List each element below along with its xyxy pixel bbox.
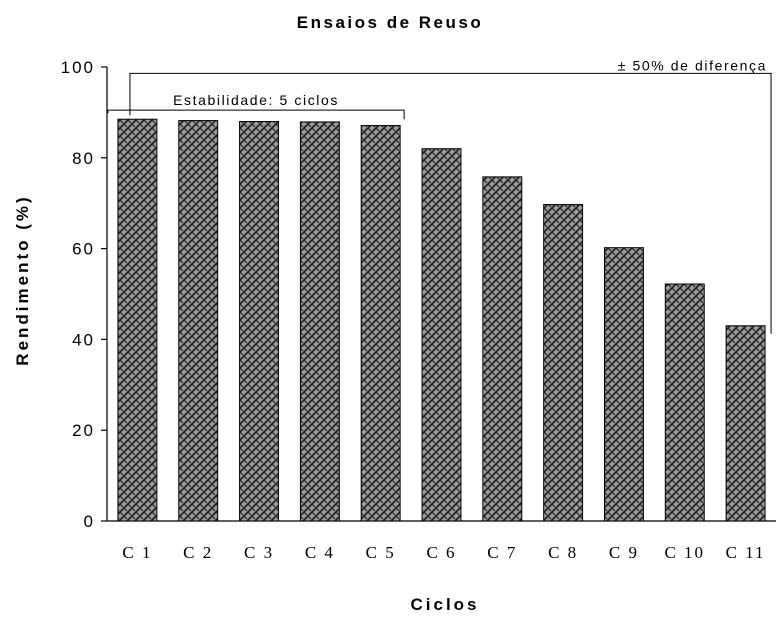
chart-title: Ensaios de Reuso [297, 13, 483, 32]
y-tick-label: 60 [72, 240, 95, 259]
bar [421, 148, 462, 522]
bar [239, 120, 280, 522]
bar [664, 283, 705, 522]
x-tick-label: C 7 [487, 543, 517, 562]
bar [299, 121, 340, 522]
difference-bracket [129, 72, 772, 334]
x-tick-label: C 8 [548, 543, 578, 562]
x-axis-label: Ciclos [410, 595, 479, 614]
x-tick-label: C 3 [244, 543, 274, 562]
bars [117, 118, 766, 522]
y-axis-label: Rendimento (%) [13, 194, 32, 365]
bar [725, 325, 766, 522]
annotations: Estabilidade: 5 ciclos ± 50% de diferença [107, 57, 772, 334]
x-tick-label: C 2 [183, 543, 213, 562]
x-tick-label: C 10 [664, 543, 705, 562]
bar [178, 120, 219, 522]
y-tick-label: 80 [72, 149, 95, 168]
bar [543, 204, 584, 522]
bar [603, 247, 644, 522]
x-tick-label: C 5 [366, 543, 396, 562]
x-tick-label: C 11 [726, 543, 766, 562]
stability-bracket [107, 109, 405, 120]
bar [360, 125, 401, 522]
difference-annotation: ± 50% de diferença [618, 57, 767, 73]
bar [117, 118, 158, 522]
x-ticks: C 1 C 2 C 3 C 4 C 5 C 6 C 7 C 8 C 9 C 10 C 11 [122, 543, 766, 562]
x-tick-label: C 9 [609, 543, 639, 562]
x-tick-label: C 4 [305, 543, 335, 562]
x-tick-label: C 6 [426, 543, 456, 562]
stability-annotation: Estabilidade: 5 ciclos [173, 92, 339, 108]
y-tick-label: 40 [72, 330, 95, 349]
y-tick-label: 100 [61, 58, 95, 77]
bar [482, 176, 523, 522]
y-tick-label: 0 [84, 512, 95, 531]
x-tick-label: C 1 [122, 543, 152, 562]
y-ticks: 0 20 40 60 80 100 [61, 58, 107, 531]
y-tick-label: 20 [72, 421, 95, 440]
